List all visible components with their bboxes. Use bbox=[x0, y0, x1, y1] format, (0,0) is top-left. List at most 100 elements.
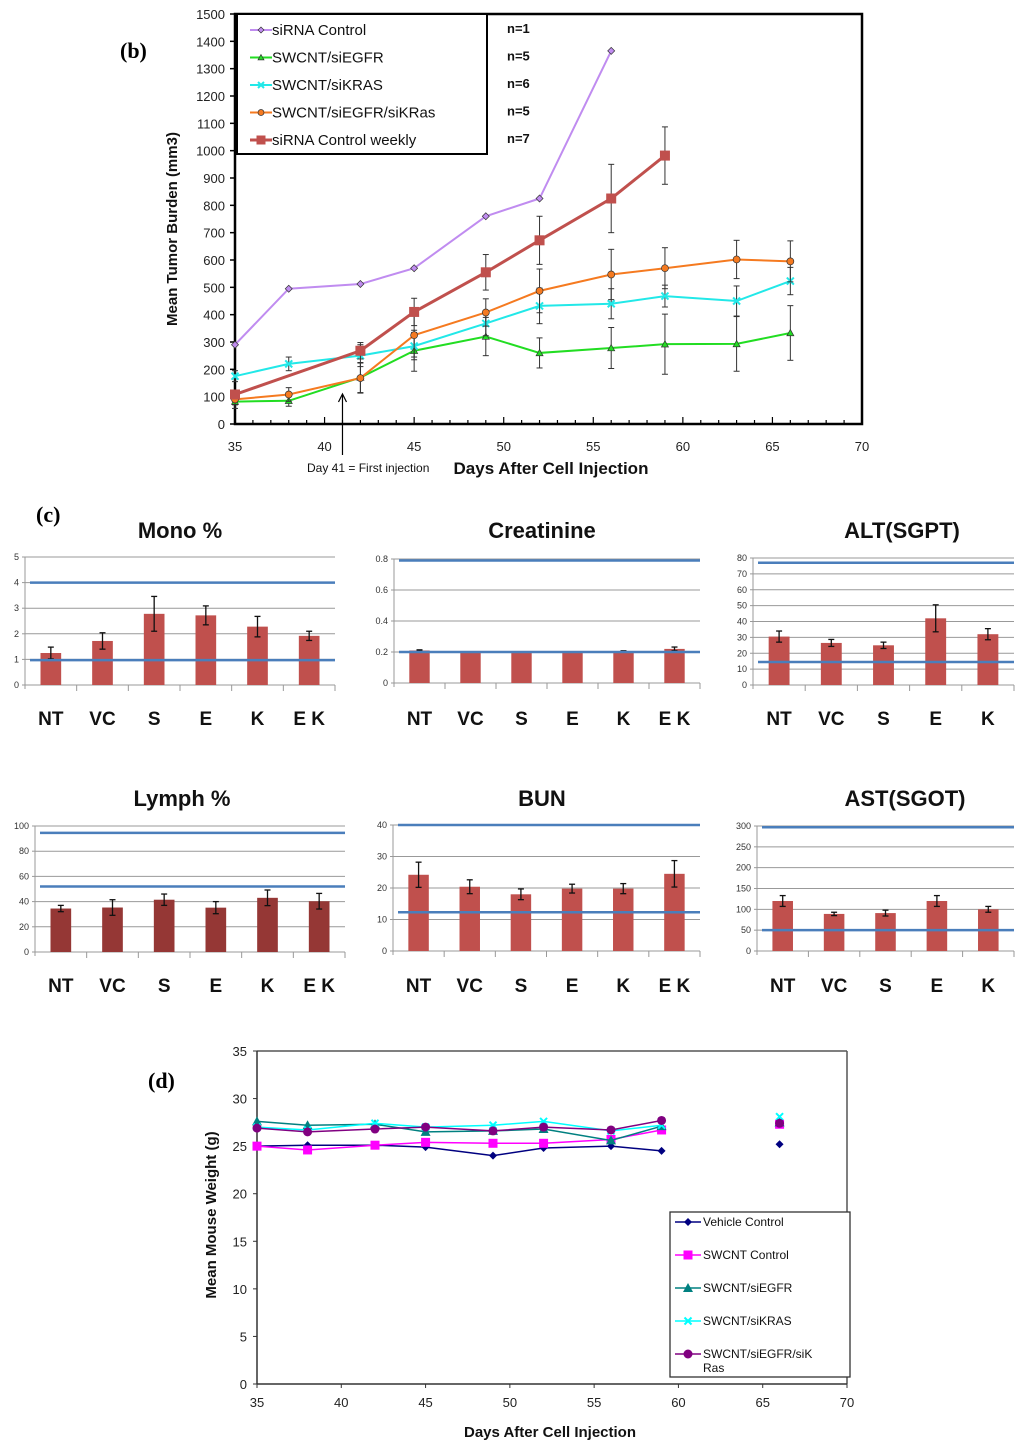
legend-marker bbox=[256, 135, 266, 145]
legend-label: SWCNT/siKRAS bbox=[272, 77, 383, 94]
y-tick-label: 80 bbox=[19, 846, 29, 856]
y-tick-label: 100 bbox=[736, 904, 751, 914]
legend-label: siRNA Control bbox=[272, 22, 366, 39]
y-tick-label: 40 bbox=[377, 820, 387, 830]
y-tick-label: 500 bbox=[203, 280, 225, 295]
y-tick-label: 30 bbox=[737, 632, 747, 642]
data-point bbox=[539, 1122, 549, 1132]
legend-item: siRNA Control weekly n=7 bbox=[250, 131, 530, 149]
category-label: K bbox=[616, 976, 630, 997]
category-label: NT bbox=[407, 709, 433, 730]
legend-item: SWCNT/siEGFR n=5 bbox=[250, 49, 530, 67]
bar bbox=[873, 645, 894, 685]
data-point bbox=[284, 390, 293, 399]
data-point bbox=[539, 1138, 549, 1148]
series-line bbox=[256, 1129, 662, 1151]
data-point bbox=[252, 1123, 262, 1133]
data-point bbox=[252, 1141, 262, 1151]
data-point bbox=[606, 1125, 616, 1135]
bar bbox=[926, 901, 948, 951]
y-tick-label: 10 bbox=[377, 915, 387, 925]
data-point bbox=[356, 374, 365, 382]
data-point bbox=[410, 264, 419, 273]
x-tick-label: 65 bbox=[765, 439, 779, 454]
category-label: S bbox=[158, 976, 171, 997]
data-point bbox=[481, 212, 490, 221]
mouse-weight-chart: 0 5 10 15 20 25 30 35 35 40 45 50 55 60 65 70 Days After… bbox=[203, 1044, 854, 1441]
y-tick-label: 5 bbox=[14, 552, 19, 562]
bar-chart-creatinine: Creatinine 0 0.2 0.4 0.6 0.8 NT VC S E K E K bbox=[375, 518, 701, 730]
chart-title: ALT(SGPT) bbox=[844, 518, 960, 543]
legend-marker bbox=[683, 1250, 693, 1260]
y-tick-label: 60 bbox=[19, 871, 29, 881]
data-point bbox=[732, 296, 741, 306]
category-label: E bbox=[209, 976, 222, 997]
bar bbox=[561, 888, 583, 951]
category-label: VC bbox=[89, 709, 116, 730]
bar bbox=[925, 618, 947, 685]
data-point bbox=[657, 1115, 667, 1125]
category-label: E bbox=[566, 976, 579, 997]
data-point-stroke bbox=[660, 291, 670, 301]
legend-label: SWCNT/siEGFR bbox=[272, 50, 384, 67]
category-label: E bbox=[929, 709, 942, 730]
category-label: VC bbox=[99, 976, 126, 997]
data-point bbox=[660, 291, 670, 301]
category-label: E K bbox=[293, 709, 325, 730]
legend-marker-stroke bbox=[257, 81, 265, 89]
y-tick-label: 20 bbox=[19, 922, 29, 932]
legend-label: siRNA Control weekly bbox=[272, 132, 417, 149]
legend-marker-stroke bbox=[683, 1316, 693, 1326]
y-tick-label: 25 bbox=[233, 1139, 247, 1154]
y-tick-label: 0.6 bbox=[375, 585, 388, 595]
x-tick-label: 35 bbox=[250, 1395, 264, 1410]
data-point bbox=[535, 287, 544, 295]
y-tick-label: 800 bbox=[203, 198, 225, 213]
category-label: S bbox=[515, 709, 528, 730]
y-tick-label: 15 bbox=[233, 1234, 247, 1249]
data-point bbox=[786, 328, 795, 337]
bar bbox=[205, 907, 227, 952]
series-line bbox=[256, 1144, 662, 1157]
data-point bbox=[488, 1138, 498, 1148]
annotation-text: Day 41 = First injection bbox=[307, 461, 429, 475]
legend-label: Ras bbox=[703, 1361, 724, 1375]
bar-chart-lymph-: Lymph % 0 20 40 60 80 100 NT VC S E K E K bbox=[14, 786, 346, 997]
legend-item: SWCNT Control bbox=[675, 1248, 789, 1262]
series-line bbox=[256, 1119, 662, 1133]
data-point bbox=[606, 1135, 616, 1145]
y-tick-label: 50 bbox=[741, 925, 751, 935]
legend-marker bbox=[257, 26, 265, 34]
bar bbox=[102, 907, 123, 952]
y-tick-label: 150 bbox=[736, 884, 751, 894]
bar bbox=[820, 642, 842, 685]
legend-label: SWCNT Control bbox=[703, 1248, 789, 1262]
plot-frame bbox=[233, 12, 864, 426]
bar bbox=[153, 899, 175, 952]
y-tick-label: 0 bbox=[746, 946, 751, 956]
legend-n-count: n=5 bbox=[507, 49, 530, 64]
chart-title: AST(SGOT) bbox=[845, 786, 966, 811]
data-point-stroke bbox=[284, 359, 293, 369]
data-point bbox=[356, 280, 365, 289]
legend-label: SWCNT/siEGFR/siKRas bbox=[272, 105, 435, 122]
category-label: NT bbox=[38, 709, 64, 730]
bar bbox=[459, 886, 480, 951]
data-point bbox=[606, 299, 616, 308]
series-line bbox=[234, 154, 666, 396]
bar bbox=[562, 652, 583, 683]
series-line bbox=[234, 258, 791, 401]
series-swcnt-siegfr-sikras bbox=[252, 1115, 785, 1137]
category-label: S bbox=[879, 976, 892, 997]
legend-marker bbox=[683, 1283, 693, 1292]
category-label: K bbox=[251, 709, 265, 730]
y-tick-label: 0 bbox=[218, 417, 225, 432]
y-tick-label: 700 bbox=[203, 226, 225, 241]
y-tick-label: 1000 bbox=[196, 144, 225, 159]
data-point bbox=[230, 371, 240, 381]
data-point bbox=[732, 339, 741, 348]
y-tick-label: 50 bbox=[737, 601, 747, 611]
category-label: E bbox=[199, 709, 212, 730]
legend-marker bbox=[257, 81, 265, 89]
